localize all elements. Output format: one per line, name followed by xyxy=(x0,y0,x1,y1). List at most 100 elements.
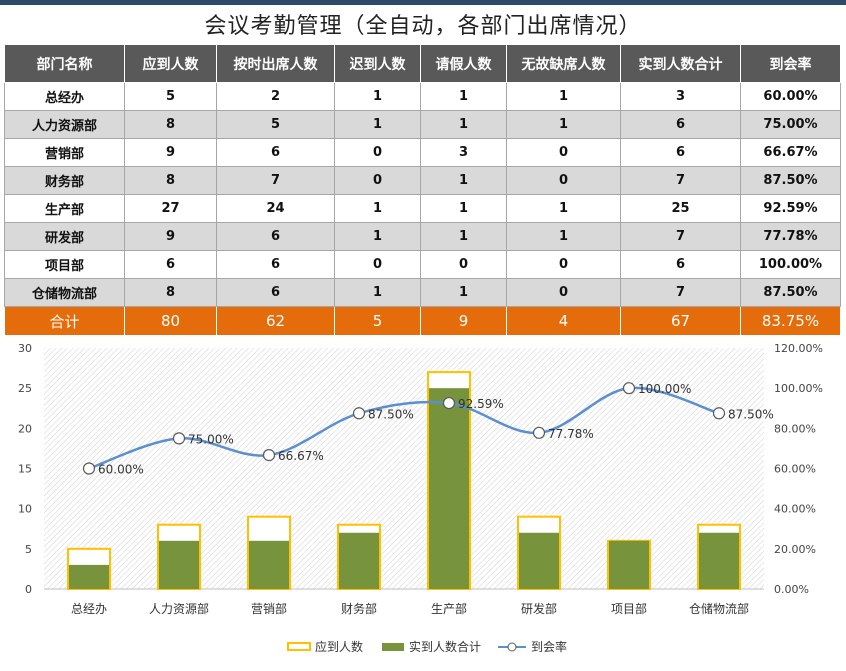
table-cell: 1 xyxy=(506,222,621,251)
bar-actual xyxy=(609,540,649,589)
rate-data-label: 100.00% xyxy=(638,382,691,396)
table-cell: 92.59% xyxy=(740,194,841,223)
column-header: 部门名称 xyxy=(4,44,125,83)
bar-actual xyxy=(699,532,739,589)
rate-data-label: 92.59% xyxy=(458,397,504,411)
table-cell: 1 xyxy=(506,194,621,223)
x-tick-label: 生产部 xyxy=(431,601,467,616)
table-cell: 8 xyxy=(124,166,217,195)
table-cell: 0 xyxy=(506,138,621,167)
table-cell: 0 xyxy=(506,166,621,195)
table-cell: 研发部 xyxy=(4,222,125,251)
table-row: 总经办 5 2 1 1 1 3 60.00% xyxy=(4,82,841,111)
legend-swatch-planned xyxy=(287,642,311,651)
x-tick-label: 人力资源部 xyxy=(149,601,209,616)
column-header: 无故缺席人数 xyxy=(506,44,621,83)
column-header: 实到人数合计 xyxy=(620,44,741,83)
y-right-tick-label: 120.00% xyxy=(774,342,823,355)
table-cell: 7 xyxy=(216,166,335,195)
table-cell: 6 xyxy=(216,278,335,307)
table-cell: 项目部 xyxy=(4,250,125,279)
legend-swatch-actual xyxy=(382,643,404,651)
table-cell: 24 xyxy=(216,194,335,223)
legend-label-planned: 应到人数 xyxy=(315,639,363,654)
table-cell: 财务部 xyxy=(4,166,125,195)
rate-data-label: 87.50% xyxy=(368,407,414,421)
rate-point xyxy=(442,396,456,410)
total-cell: 9 xyxy=(420,306,507,336)
table-cell: 1 xyxy=(420,278,507,307)
table-row: 项目部 6 6 0 0 0 6 100.00% xyxy=(4,250,841,279)
rate-data-label: 60.00% xyxy=(98,463,144,477)
rate-line xyxy=(88,386,720,470)
y-left-tick-label: 5 xyxy=(25,543,32,556)
table-cell: 6 xyxy=(620,138,741,167)
x-tick-label: 仓储物流部 xyxy=(689,601,749,616)
table-cell: 1 xyxy=(506,82,621,111)
table-cell: 0 xyxy=(334,250,421,279)
rate-point xyxy=(262,449,276,462)
table-cell: 3 xyxy=(620,82,741,111)
table-cell: 2 xyxy=(216,82,335,111)
y-left-tick-label: 30 xyxy=(18,342,32,355)
table-row: 仓储物流部 8 6 1 1 0 7 87.50% xyxy=(4,278,841,307)
page-title: 会议考勤管理（全自动，各部门出席情况） xyxy=(204,14,642,39)
table-cell: 27 xyxy=(124,194,217,223)
table-cell: 6 xyxy=(124,250,217,279)
bar-actual xyxy=(339,532,379,589)
y-left-tick-label: 0 xyxy=(25,583,32,596)
table-cell: 6 xyxy=(216,138,335,167)
bar-actual xyxy=(249,540,289,589)
column-header: 应到人数 xyxy=(124,44,217,83)
table-row: 营销部 9 6 0 3 0 6 66.67% xyxy=(4,138,841,167)
table-cell: 生产部 xyxy=(4,194,125,223)
table-cell: 1 xyxy=(334,194,421,223)
table-cell: 25 xyxy=(620,194,741,223)
legend-label-actual: 实到人数合计 xyxy=(409,639,481,654)
total-cell: 合计 xyxy=(4,306,125,336)
y-right-tick-label: 0.00% xyxy=(774,583,809,596)
table-cell: 0 xyxy=(334,138,421,167)
table-cell: 6 xyxy=(216,222,335,251)
table-row: 生产部 27 24 1 1 1 25 92.59% xyxy=(4,194,841,223)
top-accent-bar xyxy=(0,0,846,5)
x-tick-label: 项目部 xyxy=(611,601,647,616)
bar-actual xyxy=(429,388,469,589)
table-cell: 总经办 xyxy=(4,82,125,111)
header-row: 部门名称 应到人数 按时出席人数 迟到人数 请假人数 无故缺席人数 实到人数合计 到会率 xyxy=(4,44,841,83)
y-left-tick-label: 25 xyxy=(18,382,32,395)
table-row: 研发部 9 6 1 1 1 7 77.78% xyxy=(4,222,841,251)
table-cell: 9 xyxy=(124,138,217,167)
table-cell: 1 xyxy=(420,222,507,251)
y-right-tick-label: 20.00% xyxy=(774,543,816,556)
table-cell: 0 xyxy=(420,250,507,279)
legend-label-rate: 到会率 xyxy=(531,639,567,654)
table-row: 财务部 8 7 0 1 0 7 87.50% xyxy=(4,166,841,195)
rate-point xyxy=(622,382,636,395)
chart-legend: 应到人数 实到人数合计 到会率 xyxy=(287,639,567,654)
total-cell: 80 xyxy=(124,306,217,336)
table-cell: 1 xyxy=(506,110,621,139)
table-cell: 人力资源部 xyxy=(4,110,125,139)
column-header: 请假人数 xyxy=(420,44,507,83)
table-cell: 1 xyxy=(334,222,421,251)
table-cell: 6 xyxy=(620,250,741,279)
rate-data-label: 75.00% xyxy=(188,432,234,446)
table-cell: 营销部 xyxy=(4,138,125,167)
table-cell: 0 xyxy=(334,166,421,195)
table-cell: 100.00% xyxy=(740,250,841,279)
y-right-tick-label: 80.00% xyxy=(774,422,816,435)
y-right-tick-label: 100.00% xyxy=(774,382,823,395)
bar-actual xyxy=(159,540,199,589)
bar-actual xyxy=(519,532,559,589)
rate-point xyxy=(82,462,96,475)
x-tick-label: 营销部 xyxy=(251,601,287,616)
rate-point xyxy=(712,407,726,420)
table-cell: 0 xyxy=(506,250,621,279)
table-cell: 6 xyxy=(216,250,335,279)
table-cell: 0 xyxy=(506,278,621,307)
attendance-table: 部门名称 应到人数 按时出席人数 迟到人数 请假人数 无故缺席人数 实到人数合计 到会率 总经… xyxy=(4,44,841,336)
table-cell: 6 xyxy=(620,110,741,139)
table-cell: 87.50% xyxy=(740,278,841,307)
total-cell: 4 xyxy=(506,306,621,336)
